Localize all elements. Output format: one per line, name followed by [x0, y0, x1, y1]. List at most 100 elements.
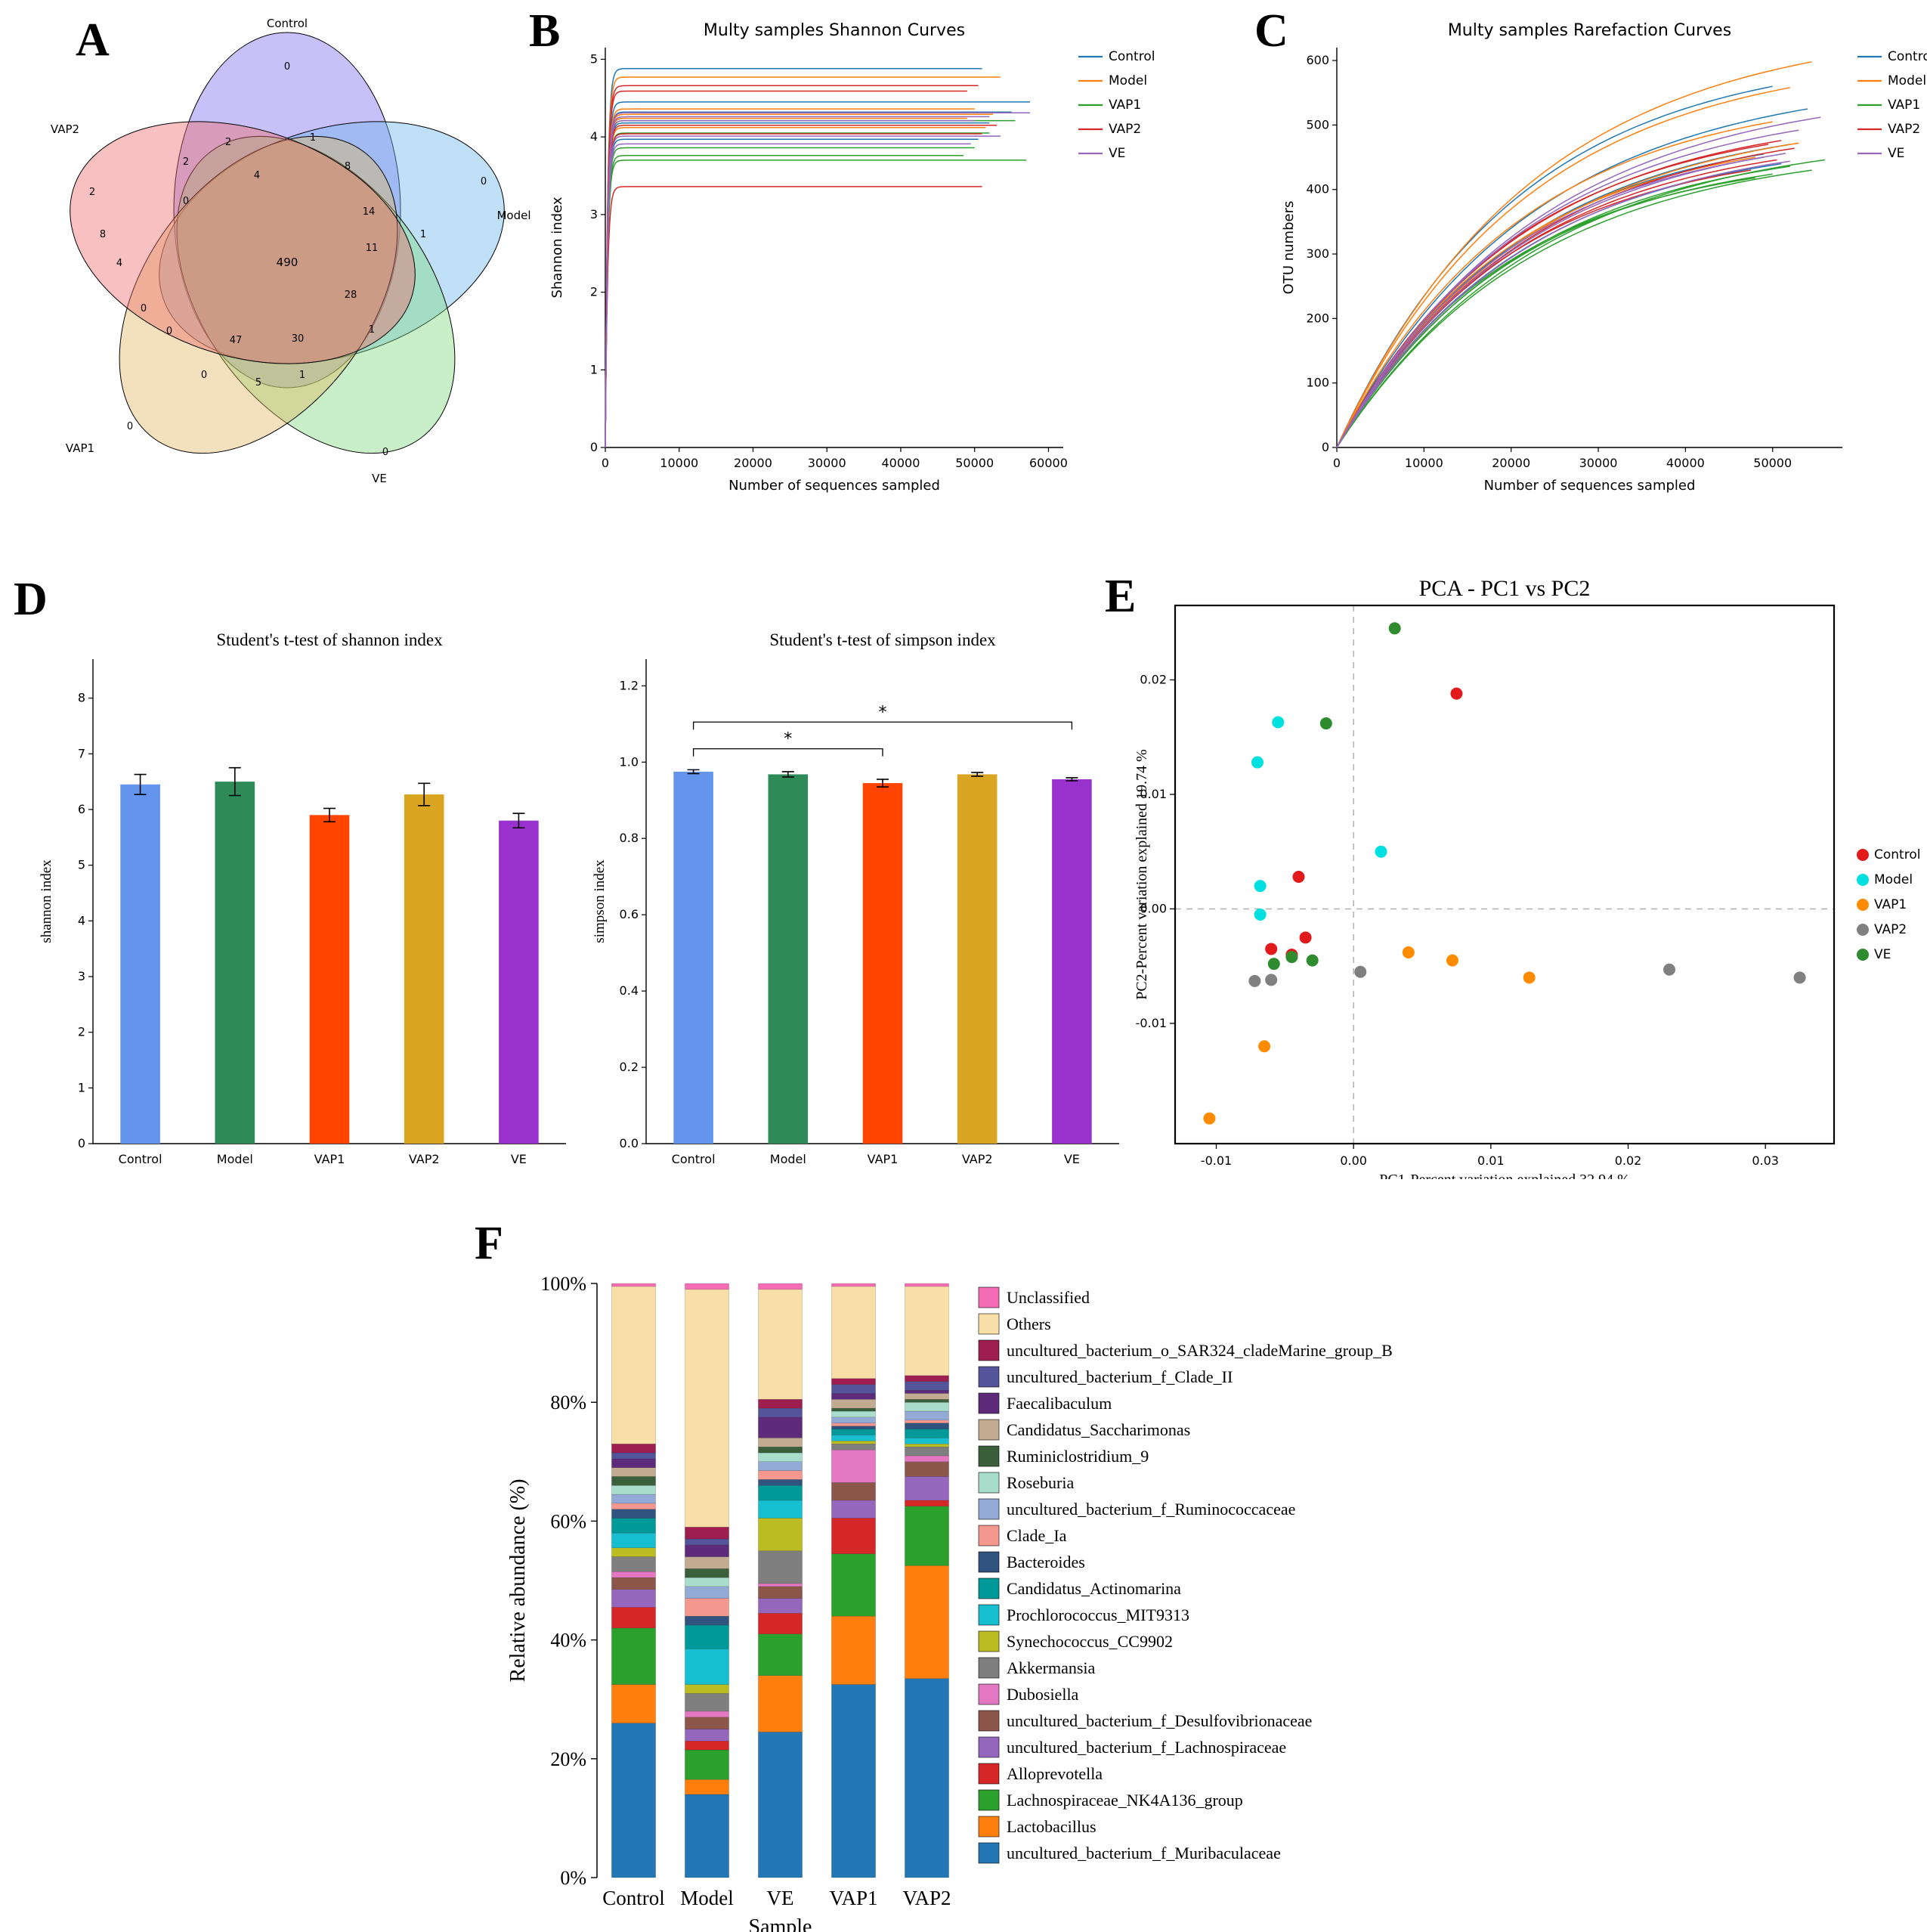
- svg-text:300: 300: [1306, 246, 1329, 261]
- svg-text:Number of sequences sampled: Number of sequences sampled: [1484, 478, 1696, 494]
- svg-text:30000: 30000: [1579, 456, 1618, 470]
- svg-text:0.2: 0.2: [620, 1060, 639, 1074]
- svg-text:Synechococcus_CC9902: Synechococcus_CC9902: [1007, 1632, 1173, 1651]
- ttest-bar-charts-svg: 0 1 2 3 4 5 6 7 8 Control Model VAP1 VAP2 VE Student's…: [39, 630, 1119, 1166]
- svg-text:VAP2: VAP2: [902, 1887, 951, 1909]
- rarefaction-curves-svg: 0 10000 20000 30000 40000 50000 0 100 200 300 400 5…: [1281, 21, 1927, 494]
- svg-text:VE: VE: [511, 1152, 527, 1166]
- svg-text:4: 4: [590, 129, 598, 144]
- svg-text:Number of sequences sampled: Number of sequences sampled: [728, 478, 940, 494]
- svg-text:Model: Model: [1874, 872, 1913, 887]
- svg-text:VAP2: VAP2: [962, 1152, 993, 1166]
- svg-text:uncultured_bacterium_f_Muribac: uncultured_bacterium_f_Muribaculaceae: [1007, 1844, 1281, 1862]
- svg-text:40%: 40%: [550, 1630, 586, 1652]
- panel-label-d: D: [14, 574, 48, 625]
- svg-text:-0.01: -0.01: [1136, 1016, 1167, 1030]
- svg-text:0.6: 0.6: [620, 907, 639, 921]
- svg-text:VAP2: VAP2: [1109, 122, 1141, 137]
- svg-text:1.0: 1.0: [620, 754, 639, 769]
- svg-text:28: 28: [345, 289, 357, 301]
- svg-text:0: 0: [602, 456, 609, 470]
- svg-text:VAP2: VAP2: [409, 1152, 440, 1166]
- svg-text:11: 11: [366, 243, 379, 254]
- svg-text:5: 5: [255, 377, 261, 389]
- svg-text:uncultured_bacterium_f_Ruminoc: uncultured_bacterium_f_Ruminococcaceae: [1007, 1500, 1295, 1519]
- svg-text:VAP1: VAP1: [1874, 897, 1907, 912]
- svg-text:Student's t-test of simpson in: Student's t-test of simpson index: [769, 630, 996, 649]
- svg-text:Faecalibaculum: Faecalibaculum: [1007, 1394, 1112, 1413]
- svg-text:0: 0: [141, 303, 147, 314]
- svg-text:0: 0: [284, 61, 290, 73]
- svg-text:3: 3: [590, 207, 598, 221]
- svg-text:Model: Model: [217, 1152, 253, 1166]
- svg-text:1: 1: [78, 1080, 85, 1094]
- svg-text:OTU numbers: OTU numbers: [1281, 201, 1297, 295]
- svg-text:0.03: 0.03: [1752, 1153, 1779, 1168]
- svg-text:0.8: 0.8: [620, 831, 639, 845]
- svg-text:10000: 10000: [1405, 456, 1443, 470]
- svg-text:3: 3: [78, 969, 85, 983]
- svg-text:PCA - PC1 vs PC2: PCA - PC1 vs PC2: [1419, 576, 1591, 601]
- svg-text:0.02: 0.02: [1140, 672, 1167, 686]
- svg-text:0: 0: [127, 421, 133, 432]
- svg-text:60000: 60000: [1029, 456, 1068, 470]
- svg-text:1.2: 1.2: [620, 678, 639, 692]
- svg-text:uncultured_bacterium_f_Lachnos: uncultured_bacterium_f_Lachnospiraceae: [1007, 1738, 1286, 1757]
- panel-label-b: B: [529, 5, 561, 57]
- venn-diagram-panel: Control Model VE VAP1 VAP2 490 0 2 0 0 0 2 1 2 4 0 8 14 11…: [30, 15, 544, 499]
- svg-text:Unclassified: Unclassified: [1007, 1288, 1090, 1307]
- svg-text:50000: 50000: [955, 456, 994, 470]
- svg-text:20%: 20%: [550, 1748, 586, 1770]
- svg-text:1: 1: [369, 324, 375, 336]
- svg-text:VE: VE: [1888, 146, 1904, 161]
- svg-text:Model: Model: [496, 209, 530, 222]
- svg-text:Clade_Ia: Clade_Ia: [1007, 1526, 1067, 1545]
- panel-label-a: A: [76, 14, 110, 66]
- svg-text:simpson index: simpson index: [592, 859, 608, 943]
- pca-scatter-panel: -0.01 0.00 0.01 0.02 0.03 -0.01 0.00 0.01 0.02 Co…: [1134, 574, 1927, 1179]
- svg-text:Others: Others: [1007, 1314, 1051, 1333]
- svg-text:VAP2: VAP2: [1888, 122, 1920, 137]
- ttest-bar-charts-panel: 0 1 2 3 4 5 6 7 8 Control Model VAP1 VAP2 VE Student's…: [23, 582, 1126, 1179]
- svg-text:-0.01: -0.01: [1201, 1153, 1232, 1168]
- svg-text:Candidatus_Actinomarina: Candidatus_Actinomarina: [1007, 1579, 1181, 1598]
- svg-text:VAP2: VAP2: [1874, 922, 1907, 937]
- svg-text:500: 500: [1306, 117, 1329, 132]
- svg-text:Bacteroides: Bacteroides: [1007, 1553, 1085, 1571]
- shannon-curves-panel: 0 10000 20000 30000 40000 50000 60000 0 1 2 3 4 5 Mul…: [529, 11, 1179, 503]
- svg-text:8: 8: [78, 691, 85, 705]
- svg-text:Dubosiella: Dubosiella: [1007, 1685, 1079, 1704]
- svg-text:Candidatus_Saccharimonas: Candidatus_Saccharimonas: [1007, 1420, 1190, 1439]
- svg-text:0%: 0%: [560, 1867, 586, 1889]
- svg-text:PC1-Percent variation explaine: PC1-Percent variation explained 32.94 %: [1379, 1172, 1630, 1179]
- relative-abundance-panel: 0% 20% 40% 60% 80% 100% Control Model VE VAP1 VAP2…: [476, 1232, 1927, 1932]
- svg-text:Student's t-test of shannon in: Student's t-test of shannon index: [216, 630, 443, 649]
- rarefaction-curves-panel: 0 10000 20000 30000 40000 50000 0 100 200 300 400 5…: [1258, 11, 1927, 503]
- svg-text:50000: 50000: [1753, 456, 1792, 470]
- panel-label-e: E: [1105, 571, 1137, 622]
- svg-text:Akkermansia: Akkermansia: [1007, 1658, 1096, 1677]
- svg-text:Control: Control: [267, 17, 308, 30]
- svg-text:Multy samples Shannon Curves: Multy samples Shannon Curves: [704, 21, 965, 40]
- svg-text:Ruminiclostridium_9: Ruminiclostridium_9: [1007, 1447, 1149, 1466]
- svg-text:1: 1: [310, 132, 316, 144]
- svg-text:0: 0: [201, 370, 207, 381]
- svg-text:VAP1: VAP1: [66, 441, 94, 455]
- svg-text:PC2-Percent variation explaine: PC2-Percent variation explained 19.74 %: [1134, 749, 1150, 1000]
- svg-text:*: *: [879, 703, 887, 722]
- svg-text:Sample: Sample: [749, 1915, 812, 1932]
- svg-text:Control: Control: [1109, 49, 1155, 64]
- svg-text:VE: VE: [1874, 947, 1891, 962]
- svg-text:14: 14: [363, 206, 376, 218]
- svg-text:0: 0: [183, 196, 189, 207]
- svg-text:60%: 60%: [550, 1510, 586, 1532]
- svg-text:6: 6: [78, 802, 85, 816]
- svg-text:600: 600: [1306, 53, 1329, 67]
- svg-text:Shannon index: Shannon index: [549, 197, 565, 298]
- svg-text:VE: VE: [372, 472, 387, 485]
- svg-text:400: 400: [1306, 182, 1329, 197]
- svg-text:20000: 20000: [1492, 456, 1530, 470]
- svg-text:490: 490: [277, 255, 298, 269]
- svg-text:VAP1: VAP1: [868, 1152, 899, 1166]
